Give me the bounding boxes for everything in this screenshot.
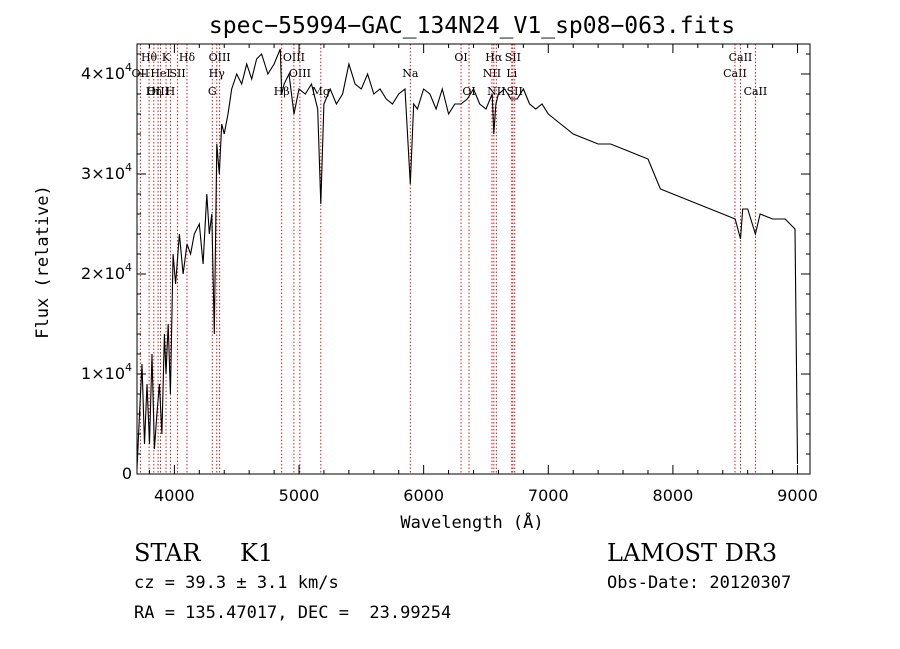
spectral-line-label: G: [208, 85, 217, 98]
spectral-line-label: Hγ: [209, 67, 226, 80]
spectral-line-label: OI: [462, 85, 475, 98]
spectral-line-label: OIII: [283, 51, 305, 64]
spectral-line-label: Hα: [485, 51, 503, 64]
x-tick-label: 8000: [653, 486, 694, 505]
y-tick-label: 0: [122, 464, 132, 483]
spectral-line-label: SII: [505, 51, 521, 64]
spectral-line-label: NII: [487, 85, 505, 98]
x-tick-label: 6000: [403, 486, 444, 505]
spectral-line-label: SII: [170, 67, 186, 80]
x-tick-label: 7000: [528, 486, 569, 505]
spectral-line-label: CaII: [744, 85, 768, 98]
survey-name: LAMOST DR3: [607, 539, 778, 567]
spectral-line-label: H: [166, 85, 176, 98]
spectral-line-label: HeI: [150, 67, 170, 80]
x-tick-label: 5000: [279, 486, 320, 505]
spectral-line-label: Mg: [312, 85, 330, 98]
spectral-line-label: Hδ: [179, 51, 196, 64]
plot-frame: [136, 43, 811, 475]
spectral-line-label: SII: [507, 85, 523, 98]
redshift-value: cz = 39.3 ± 3.1 km/s: [134, 573, 339, 593]
spectral-line-label: CaII: [729, 51, 753, 64]
y-tick-exponent: 4: [125, 161, 132, 174]
spectral-line-label: OIII: [147, 85, 169, 98]
spectral-line-label: Li: [506, 67, 517, 80]
y-tick-label: 4×10: [81, 64, 125, 83]
flux-series-line: [136, 48, 799, 470]
spectral-line-label: CaII: [723, 67, 747, 80]
y-tick-exponent: 4: [125, 361, 132, 374]
y-axis-label: Flux (relative): [33, 185, 53, 339]
spectral-line-label: Hθ: [141, 51, 158, 64]
object-subclass: K1: [240, 539, 274, 567]
x-tick-label: 9000: [777, 486, 818, 505]
y-tick-label: 1×10: [81, 364, 125, 383]
spectral-line-label: Hη: [146, 85, 162, 98]
spectral-line-label: K: [162, 51, 171, 64]
y-tick-exponent: 4: [125, 261, 132, 274]
spectral-line-label: OIII: [209, 51, 231, 64]
x-tick-label: 4000: [154, 486, 195, 505]
spectral-line-label: Na: [402, 67, 419, 80]
obs-date: Obs-Date: 20120307: [607, 573, 792, 593]
x-axis-label: Wavelength (Å): [400, 511, 543, 533]
spectral-line-label: OIII: [289, 67, 311, 80]
y-tick-label: 3×10: [81, 164, 125, 183]
object-class: STAR: [134, 539, 201, 567]
coordinates: RA = 135.47017, DEC = 23.99254: [134, 603, 452, 623]
spectral-line-label: OI: [454, 51, 467, 64]
spectral-line-label: NII: [483, 67, 501, 80]
chart-title: spec−55994−GAC_134N24_V1_sp08−063.fits: [209, 13, 735, 39]
y-tick-label: 2×10: [81, 264, 125, 283]
y-tick-exponent: 4: [125, 61, 132, 74]
